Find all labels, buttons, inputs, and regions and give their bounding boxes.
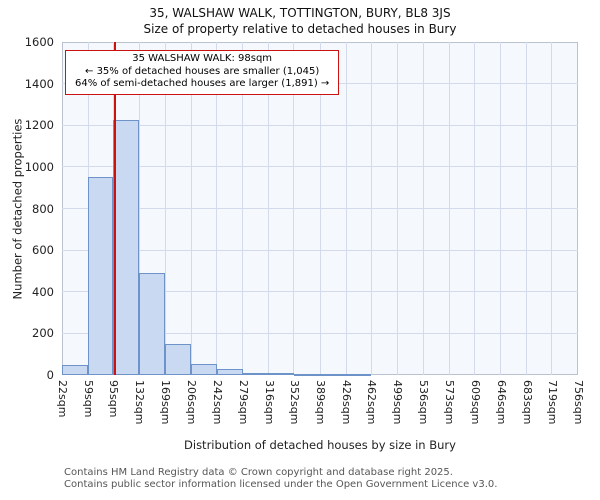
histogram-bar: [346, 374, 372, 377]
v-gridline: [216, 42, 218, 375]
v-gridline: [396, 42, 398, 375]
x-tick-label: 756sqm: [572, 380, 585, 425]
v-gridline: [448, 42, 450, 375]
x-tick-label: 683sqm: [520, 380, 534, 425]
y-tick-label: 1000: [24, 159, 54, 174]
v-gridline: [164, 42, 166, 375]
x-tick-label: 499sqm: [391, 380, 405, 425]
v-gridline: [526, 42, 528, 375]
x-tick-label: 536sqm: [417, 380, 431, 425]
x-tick-label: 95sqm: [107, 380, 121, 418]
y-tick-label: 800: [32, 201, 54, 216]
v-gridline: [500, 42, 502, 375]
x-tick-label: 389sqm: [314, 380, 327, 425]
y-tick-label: 600: [32, 243, 54, 258]
callout-larger-stat: 64% of semi-detached houses are larger (…: [75, 78, 330, 89]
callout-smaller-stat: ← 35% of detached houses are smaller (1,…: [85, 65, 320, 77]
v-gridline: [138, 42, 140, 375]
x-tick-label: 316sqm: [262, 380, 276, 425]
x-tick-label: 426sqm: [340, 380, 353, 425]
histogram-bar: [242, 372, 269, 375]
x-tick-label: 206sqm: [185, 380, 199, 425]
v-gridline: [474, 42, 476, 375]
histogram-bar: [113, 120, 140, 375]
histogram-bar: [62, 364, 88, 375]
callout-title: 35 WALSHAW WALK: 98sqm: [132, 53, 273, 64]
y-tick-label: 200: [32, 326, 54, 341]
v-gridline: [422, 42, 424, 375]
v-gridline: [345, 42, 347, 375]
plot-area: 35 WALSHAW WALK: 98sqm ← 35% of detached…: [62, 42, 578, 377]
x-tick-label: 169sqm: [159, 380, 173, 425]
v-gridline: [319, 42, 321, 375]
y-tick-label: 400: [32, 284, 54, 299]
histogram-bar: [216, 369, 243, 375]
y-tick-label: 1600: [24, 35, 54, 49]
chart-title: 35, WALSHAW WALK, TOTTINGTON, BURY, BL8 …: [149, 6, 451, 20]
histogram-bar: [165, 343, 192, 375]
y-tick-label: 0: [46, 368, 54, 382]
v-gridline: [293, 42, 295, 375]
histogram-bar: [139, 273, 166, 375]
y-tick-label: 1400: [24, 76, 54, 91]
histogram-bar: [268, 372, 294, 375]
x-tick-label: 719sqm: [545, 380, 559, 425]
histogram-bar: [293, 373, 320, 376]
x-tick-label: 22sqm: [56, 380, 69, 418]
x-tick-label: 609sqm: [468, 380, 482, 425]
x-tick-label: 279sqm: [236, 380, 250, 425]
v-gridline: [268, 42, 270, 375]
footer-licence: Contains public sector information licen…: [64, 479, 498, 490]
x-tick-label: 462sqm: [365, 380, 379, 425]
subject-property-line: [114, 42, 117, 375]
x-axis-title: Distribution of detached houses by size …: [184, 438, 456, 452]
x-tick-label: 646sqm: [494, 380, 508, 425]
y-tick-label: 1200: [24, 118, 54, 133]
histogram-bar: [88, 177, 114, 375]
v-gridline: [551, 42, 553, 375]
x-tick-label: 573sqm: [443, 380, 457, 425]
v-gridline: [370, 42, 372, 375]
histogram-bar: [320, 373, 346, 376]
footer-copyright: Contains HM Land Registry data © Crown c…: [64, 467, 453, 478]
chart-subtitle: Size of property relative to detached ho…: [143, 22, 457, 36]
v-gridline: [242, 42, 244, 375]
x-tick-label: 242sqm: [210, 380, 224, 425]
x-tick-label: 132sqm: [133, 380, 147, 425]
histogram-bar: [191, 363, 217, 375]
v-gridline: [190, 42, 192, 375]
x-tick-label: 59sqm: [82, 380, 95, 418]
x-tick-label: 352sqm: [287, 380, 301, 425]
property-callout-box: 35 WALSHAW WALK: 98sqm ← 35% of detached…: [65, 50, 340, 95]
